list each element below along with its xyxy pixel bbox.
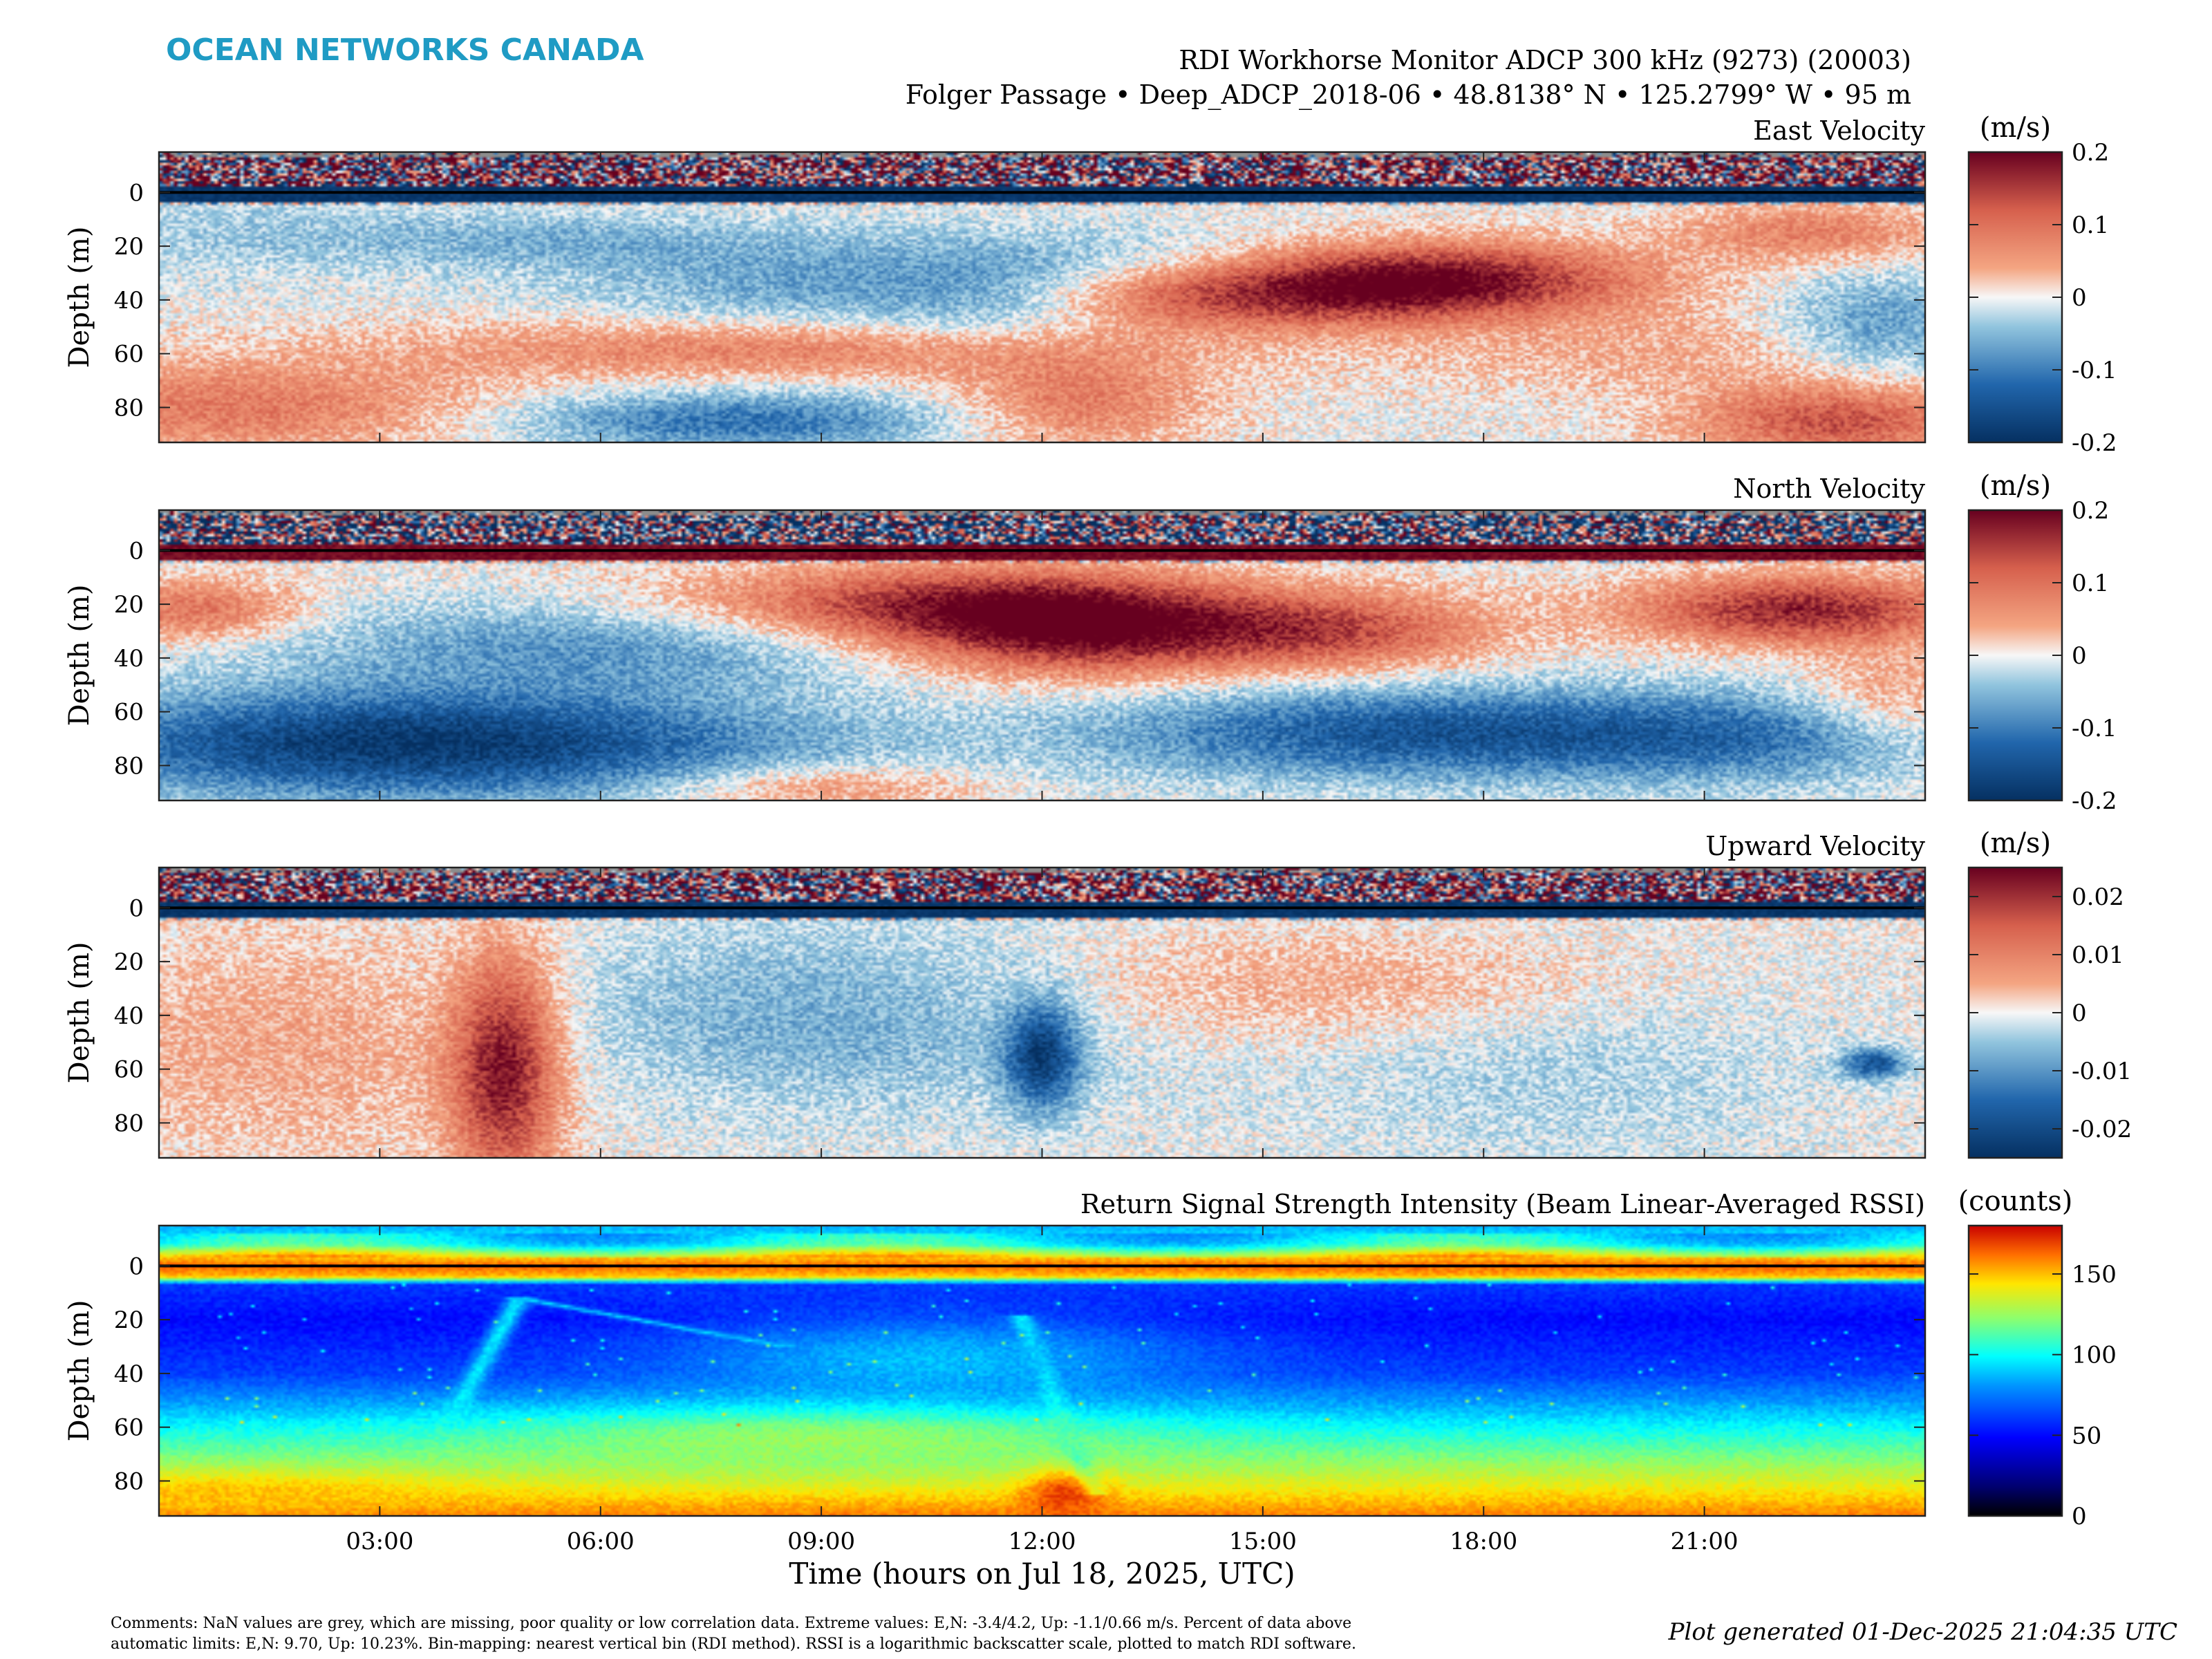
panel-title: North Velocity [1733, 474, 1925, 504]
x-tick-label: 12:00 [1009, 1528, 1076, 1555]
comments-line2: automatic limits: E,N: 9.70, Up: 10.23%.… [111, 1635, 1356, 1653]
y-axis-label: Depth (m) [64, 1300, 95, 1441]
colorbar-tick-label: 50 [2072, 1422, 2101, 1450]
y-tick-label: 20 [114, 233, 144, 261]
colorbar-tick-label: 0 [2072, 1503, 2087, 1530]
y-tick-label: 60 [114, 699, 144, 727]
colorbar-tick-label: 0.2 [2072, 139, 2109, 167]
figure-title-line2: Folger Passage • Deep_ADCP_2018-06 • 48.… [906, 79, 1911, 111]
y-tick-label: 0 [129, 537, 144, 565]
colorbar-unit: (m/s) [1980, 112, 2051, 144]
heatmap-raster [159, 1226, 1925, 1516]
colorbar-tick-label: -0.1 [2072, 715, 2117, 742]
heatmap-raster [159, 152, 1925, 442]
x-tick-label: 06:00 [567, 1528, 635, 1555]
colorbar-scale [1967, 151, 2063, 444]
panel-2: Upward Velocity 0 20 40 60 80 Depth (m) (m/s) 0.… [64, 827, 2132, 1159]
colorbar-unit: (m/s) [1980, 470, 2051, 502]
colorbar-tick-label: -0.01 [2072, 1058, 2132, 1085]
colorbar-tick-label: -0.1 [2072, 357, 2117, 384]
panel-0: East Velocity 0 20 40 60 80 Depth (m) (m/s) 0.2 0… [64, 112, 2117, 457]
colorbar: (m/s) 0.2 0.1 0 -0.1 -0.2 [1967, 470, 2117, 815]
plot-generated-stamp: Plot generated 01-Dec-2025 21:04:35 UTC [1668, 1618, 2177, 1646]
colorbar-scale [1967, 1224, 2063, 1517]
brand-logo-text: OCEAN NETWORKS CANADA [166, 32, 644, 68]
panel-1: North Velocity 0 20 40 60 80 Depth (m) (m/s) 0.2… [64, 470, 2117, 815]
x-axis-label: Time (hours on Jul 18, 2025, UTC) [789, 1557, 1295, 1591]
colorbar-tick-label: 0 [2072, 642, 2087, 670]
colorbar-tick-label: 0 [2072, 284, 2087, 312]
panel-title: Return Signal Strength Intensity (Beam L… [1080, 1189, 1925, 1219]
heatmap-raster [159, 510, 1925, 800]
y-axis-label: Depth (m) [64, 941, 95, 1083]
colorbar-tick-label: 0.1 [2072, 212, 2109, 239]
colorbar-scale [1967, 866, 2063, 1159]
colorbar: (m/s) 0.2 0.1 0 -0.1 -0.2 [1967, 112, 2117, 457]
heatmap-raster [159, 868, 1925, 1158]
colorbar-scale [1967, 509, 2063, 802]
y-tick-label: 20 [114, 591, 144, 619]
y-tick-label: 40 [114, 1360, 144, 1388]
colorbar-tick-label: 0.2 [2072, 497, 2109, 525]
y-tick-label: 80 [114, 1468, 144, 1495]
y-tick-label: 60 [114, 1414, 144, 1442]
y-tick-label: 80 [114, 752, 144, 780]
y-tick-label: 40 [114, 645, 144, 673]
y-tick-label: 0 [129, 1253, 144, 1280]
x-tick-label: 21:00 [1671, 1528, 1738, 1555]
colorbar-unit: (counts) [1958, 1185, 2073, 1217]
y-axis-label: Depth (m) [64, 226, 95, 368]
y-tick-label: 0 [129, 179, 144, 207]
colorbar: (m/s) 0.02 0.01 0 -0.01 -0.02 [1967, 827, 2132, 1159]
x-tick-label: 09:00 [787, 1528, 855, 1555]
y-tick-label: 40 [114, 1002, 144, 1030]
y-tick-label: 60 [114, 341, 144, 368]
y-tick-label: 80 [114, 394, 144, 422]
y-tick-label: 60 [114, 1056, 144, 1084]
y-tick-label: 20 [114, 948, 144, 976]
y-tick-label: 80 [114, 1109, 144, 1137]
colorbar-tick-label: 0.02 [2072, 883, 2124, 911]
y-tick-label: 40 [114, 287, 144, 315]
colorbar-tick-label: 0.1 [2072, 570, 2109, 597]
figure-title-line1: RDI Workhorse Monitor ADCP 300 kHz (9273… [1179, 45, 1911, 75]
x-tick-label: 15:00 [1229, 1528, 1297, 1555]
colorbar-tick-label: -0.02 [2072, 1116, 2132, 1143]
colorbar-tick-label: -0.2 [2072, 787, 2117, 815]
panel-title: East Velocity [1753, 115, 1925, 146]
x-tick-label: 03:00 [346, 1528, 413, 1555]
colorbar-tick-label: 0 [2072, 1000, 2087, 1027]
colorbar-tick-label: 0.01 [2072, 941, 2124, 969]
colorbar-tick-label: -0.2 [2072, 429, 2117, 457]
panel-title: Upward Velocity [1705, 831, 1925, 861]
x-tick-label: 18:00 [1450, 1528, 1517, 1555]
colorbar-unit: (m/s) [1980, 827, 2051, 859]
colorbar: (counts) 150 100 50 0 [1958, 1185, 2117, 1530]
y-tick-label: 0 [129, 894, 144, 922]
colorbar-tick-label: 100 [2072, 1342, 2117, 1369]
y-tick-label: 20 [114, 1306, 144, 1334]
panel-3: Return Signal Strength Intensity (Beam L… [64, 1185, 2117, 1591]
colorbar-tick-label: 150 [2072, 1261, 2117, 1288]
y-axis-label: Depth (m) [64, 584, 95, 726]
comments-line1: Comments: NaN values are grey, which are… [111, 1615, 1351, 1632]
panels-group: East Velocity 0 20 40 60 80 Depth (m) (m/s) 0.2 0… [64, 112, 2132, 1591]
